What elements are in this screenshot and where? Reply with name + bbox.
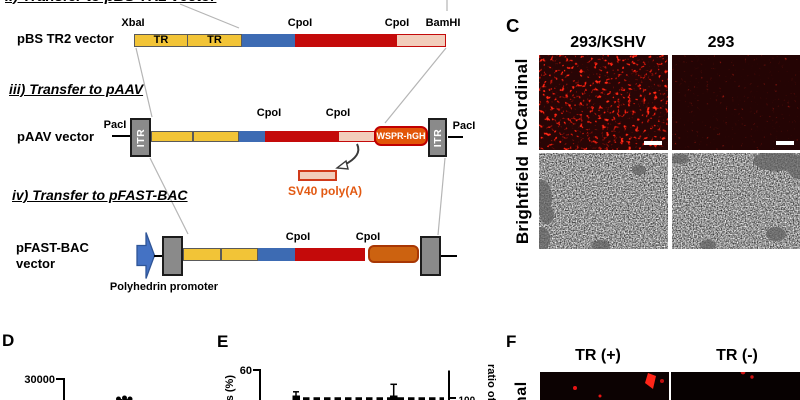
svg-text:mCardinal: mCardinal	[513, 381, 530, 400]
svg-text:ratio of m: ratio of m	[485, 364, 497, 400]
svg-text:60: 60	[240, 365, 252, 377]
svg-text:cells (%): cells (%)	[224, 375, 236, 400]
svg-text:Brightfield: Brightfield	[513, 156, 532, 244]
svg-text:100: 100	[459, 396, 476, 400]
svg-text:30000: 30000	[24, 374, 55, 386]
svg-text:mCardinal: mCardinal	[512, 58, 531, 146]
